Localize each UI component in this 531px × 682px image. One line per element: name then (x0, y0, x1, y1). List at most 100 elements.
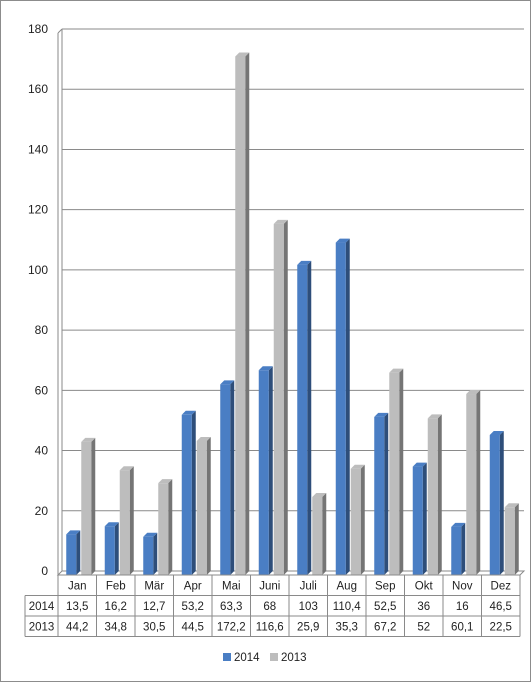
bar-2014-top (335, 238, 350, 243)
x-tick-label: Aug (337, 580, 357, 592)
data-label: 13,5 (66, 601, 88, 613)
data-label: 60,1 (451, 621, 473, 633)
bar-2013 (504, 507, 515, 575)
data-label: 46,5 (490, 601, 512, 613)
data-label: 16,2 (105, 601, 127, 613)
bar-2013-side (399, 368, 404, 575)
bar-2014 (451, 526, 462, 575)
bar-2013-top (312, 493, 327, 498)
bar-2013-side (360, 464, 365, 575)
x-tick-label: Dez (491, 580, 512, 592)
y-tick-label: 100 (28, 263, 48, 277)
bar-2013 (235, 56, 246, 575)
data-label: 35,3 (336, 621, 358, 633)
y-tick-label: 160 (28, 82, 48, 96)
bar-2013-side (91, 437, 96, 575)
bar-2014-top (220, 380, 235, 385)
data-label: 52,5 (374, 601, 396, 613)
legend-label: 2013 (281, 652, 307, 664)
data-label: 44,2 (66, 621, 88, 633)
bar-2014-side (153, 532, 158, 575)
bar-2013-top (466, 390, 481, 395)
side-wall-edge (57, 28, 63, 34)
bar-2013 (119, 470, 130, 575)
bar-2014 (297, 264, 308, 575)
bar-2014-top (181, 410, 196, 415)
y-tick-label: 180 (28, 22, 48, 36)
bar-2014 (143, 536, 154, 575)
bar-2014-top (451, 522, 466, 527)
bar-2013-top (119, 466, 134, 471)
bar-2014-top (412, 462, 427, 467)
bar-2013 (389, 372, 400, 575)
x-tick-label: Juli (300, 580, 317, 592)
data-label: 44,5 (182, 621, 204, 633)
y-tick-label: 0 (41, 564, 48, 578)
bar-2014-top (258, 366, 273, 371)
x-tick-label: Okt (415, 580, 434, 592)
data-label: 25,9 (297, 621, 319, 633)
data-label: 12,7 (143, 601, 165, 613)
data-label: 36 (417, 601, 430, 613)
bar-2014 (335, 242, 346, 575)
legend-label: 2014 (234, 652, 260, 664)
bar-2013-top (389, 368, 404, 373)
bar-2013-top (350, 464, 365, 469)
bar-2014-top (297, 260, 312, 265)
legend-swatch (223, 653, 231, 661)
bar-2013-side (437, 414, 442, 575)
bar-2013-side (514, 503, 519, 575)
bar-2013-top (235, 52, 250, 57)
bar-2013-side (322, 493, 327, 575)
bar-2013-top (196, 437, 211, 442)
bar-2013-side (245, 52, 250, 575)
bar-2014-side (461, 522, 466, 575)
data-label: 67,2 (374, 621, 396, 633)
bar-2013-side (168, 479, 173, 575)
bar-2014-side (499, 430, 504, 575)
x-tick-label: Sep (375, 580, 395, 592)
bar-2014-top (66, 530, 81, 535)
data-label: 30,5 (143, 621, 165, 633)
bar-2014-side (307, 260, 312, 575)
x-tick-label: Jan (68, 580, 87, 592)
data-label: 116,6 (256, 621, 284, 633)
bar-2014-side (384, 412, 389, 575)
data-label: 34,8 (105, 621, 127, 633)
bar-2013-top (81, 437, 96, 442)
bar-2013 (350, 468, 361, 575)
bar-2014-top (143, 532, 158, 537)
bar-2014 (181, 414, 192, 575)
bar-2013 (196, 441, 207, 575)
bar-2014-side (345, 238, 350, 575)
bar-2014 (412, 466, 423, 575)
bar-2014-side (268, 366, 273, 575)
bar-2014-side (114, 522, 119, 575)
data-label: 63,3 (220, 601, 242, 613)
data-label: 16 (456, 601, 469, 613)
bar-2013-top (427, 414, 442, 419)
bar-2013 (158, 483, 169, 575)
data-label: 52 (417, 621, 430, 633)
data-label: 68 (263, 601, 276, 613)
bar-2014 (66, 534, 77, 575)
y-tick-label: 40 (35, 444, 49, 458)
bar-2013 (312, 497, 323, 575)
bar-2013-top (158, 479, 173, 484)
bar-2014 (489, 434, 500, 575)
bar-2014-side (230, 380, 235, 575)
table-series-label: 2013 (29, 621, 55, 633)
bar-2013-top (504, 503, 519, 508)
bar-2013-side (206, 437, 211, 575)
bar-2013 (273, 223, 284, 575)
bar-2014-top (489, 430, 504, 435)
data-label: 103 (299, 601, 318, 613)
bar-2013 (81, 441, 92, 575)
x-tick-label: Nov (452, 580, 473, 592)
data-label: 110,4 (333, 601, 362, 613)
x-tick-label: Mär (144, 580, 164, 592)
bar-2013-side (283, 219, 288, 575)
x-tick-label: Mai (222, 580, 241, 592)
y-tick-label: 120 (28, 203, 48, 217)
